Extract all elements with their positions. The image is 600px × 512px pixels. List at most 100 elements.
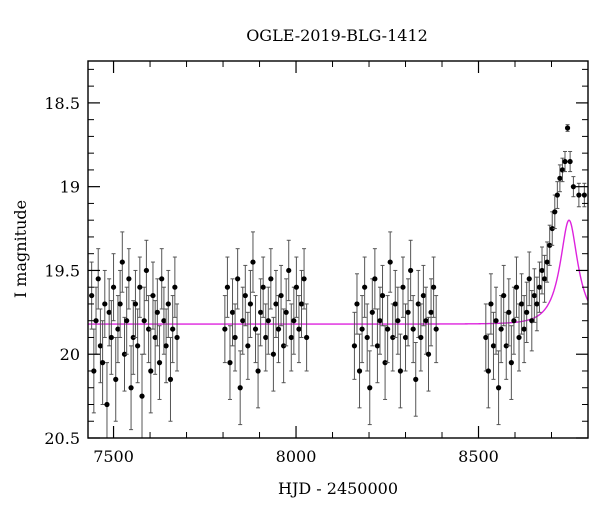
point-marker bbox=[501, 292, 507, 299]
point-marker bbox=[265, 318, 271, 324]
point-marker bbox=[161, 318, 167, 324]
data-point bbox=[534, 276, 540, 332]
chart-title: OGLE-2019-BLG-1412 bbox=[246, 26, 428, 45]
point-marker bbox=[379, 292, 386, 299]
data-point bbox=[354, 273, 360, 335]
x-tick-label: 8000 bbox=[276, 447, 317, 466]
point-marker bbox=[99, 360, 106, 366]
point-marker bbox=[115, 326, 121, 332]
plot-frame bbox=[87, 60, 589, 439]
point-marker bbox=[281, 343, 287, 349]
data-point bbox=[156, 325, 163, 400]
point-marker bbox=[503, 343, 509, 349]
data-point bbox=[167, 336, 174, 422]
data-point bbox=[242, 264, 248, 327]
data-point bbox=[245, 311, 251, 380]
data-point bbox=[108, 300, 114, 375]
data-point bbox=[493, 286, 499, 355]
data-point bbox=[521, 295, 527, 364]
point-marker bbox=[288, 334, 294, 341]
data-point bbox=[356, 333, 363, 409]
point-marker bbox=[143, 267, 149, 274]
point-marker bbox=[268, 276, 274, 282]
x-axis-label: HJD - 2450000 bbox=[278, 479, 398, 498]
data-point bbox=[227, 325, 233, 400]
point-marker bbox=[121, 351, 128, 357]
data-point bbox=[102, 269, 108, 338]
data-point bbox=[498, 295, 504, 364]
x-tick-label: 8500 bbox=[458, 447, 499, 466]
data-point bbox=[541, 254, 548, 303]
point-marker bbox=[385, 326, 391, 332]
data-point bbox=[252, 295, 259, 364]
point-marker bbox=[425, 351, 432, 357]
point-marker bbox=[369, 309, 375, 315]
data-point bbox=[526, 251, 532, 307]
point-marker bbox=[526, 276, 532, 282]
data-point bbox=[128, 345, 134, 431]
point-marker bbox=[564, 125, 571, 131]
data-point bbox=[124, 286, 130, 355]
data-point bbox=[237, 350, 243, 426]
point-marker bbox=[124, 318, 130, 324]
point-marker bbox=[250, 259, 256, 265]
y-tick-label: 18.5 bbox=[44, 94, 80, 113]
point-marker bbox=[413, 376, 419, 382]
point-marker bbox=[570, 184, 577, 190]
data-point bbox=[232, 303, 238, 372]
point-marker bbox=[148, 368, 154, 374]
point-marker bbox=[113, 376, 119, 382]
data-point bbox=[359, 295, 365, 364]
data-point bbox=[367, 350, 373, 426]
data-point bbox=[148, 328, 154, 414]
data-point bbox=[154, 278, 160, 347]
point-marker bbox=[255, 368, 261, 374]
data-point bbox=[513, 256, 520, 318]
point-marker bbox=[372, 276, 378, 282]
data-point bbox=[130, 300, 136, 375]
point-marker bbox=[418, 334, 424, 341]
point-marker bbox=[156, 360, 163, 366]
data-point bbox=[159, 248, 165, 310]
data-point bbox=[395, 286, 401, 355]
point-marker bbox=[395, 318, 401, 324]
data-point bbox=[224, 256, 231, 318]
data-point bbox=[265, 286, 271, 355]
data-point bbox=[113, 336, 119, 422]
point-marker bbox=[263, 334, 269, 341]
data-point bbox=[524, 281, 530, 343]
point-marker bbox=[428, 309, 434, 315]
y-tick-label: 19.5 bbox=[44, 261, 80, 280]
data-point bbox=[281, 308, 287, 384]
point-marker bbox=[431, 284, 437, 290]
data-point bbox=[490, 311, 497, 380]
point-marker bbox=[410, 326, 416, 332]
data-point bbox=[263, 303, 269, 372]
data-point bbox=[425, 316, 432, 392]
point-marker bbox=[229, 309, 236, 315]
point-marker bbox=[534, 301, 540, 307]
point-marker bbox=[549, 225, 555, 232]
data-point bbox=[379, 264, 386, 327]
point-marker bbox=[167, 376, 174, 382]
point-marker bbox=[222, 326, 228, 332]
data-point bbox=[163, 308, 169, 384]
point-marker bbox=[137, 284, 143, 290]
point-marker bbox=[93, 318, 99, 324]
point-marker bbox=[367, 385, 373, 391]
point-marker bbox=[301, 276, 307, 282]
data-point bbox=[240, 286, 246, 355]
data-point bbox=[145, 295, 152, 364]
point-marker bbox=[89, 292, 95, 299]
point-marker bbox=[557, 175, 563, 181]
point-marker bbox=[547, 242, 553, 248]
data-point bbox=[488, 273, 494, 335]
data-point bbox=[351, 311, 358, 380]
point-marker bbox=[145, 326, 152, 332]
point-marker bbox=[252, 326, 259, 332]
data-point bbox=[433, 295, 439, 364]
data-point bbox=[397, 333, 404, 409]
point-marker bbox=[536, 284, 543, 290]
point-marker bbox=[354, 301, 360, 307]
